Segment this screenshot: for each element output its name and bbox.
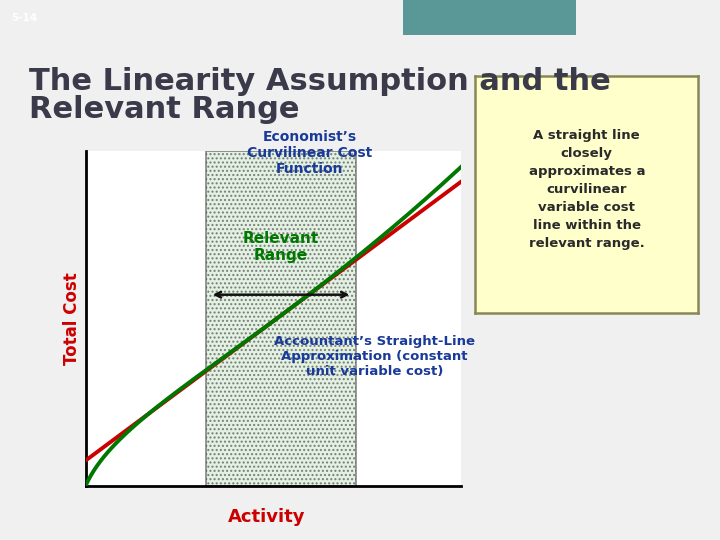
Text: Economist’s
Curvilinear Cost
Function: Economist’s Curvilinear Cost Function: [247, 130, 372, 176]
Text: The Linearity Assumption and the: The Linearity Assumption and the: [29, 68, 611, 97]
Text: Relevant
Range: Relevant Range: [243, 231, 319, 264]
Y-axis label: Total Cost: Total Cost: [63, 272, 81, 365]
Text: Accountant’s Straight-Line
Approximation (constant
unit variable cost): Accountant’s Straight-Line Approximation…: [274, 335, 475, 378]
Text: 5-14: 5-14: [11, 12, 37, 23]
Text: A straight line
closely
approximates a
curvilinear
variable cost
line within the: A straight line closely approximates a c…: [528, 129, 645, 250]
Polygon shape: [403, 0, 576, 35]
Text: Activity: Activity: [228, 509, 305, 526]
Text: Relevant Range: Relevant Range: [29, 94, 300, 124]
Bar: [206, 151, 356, 486]
